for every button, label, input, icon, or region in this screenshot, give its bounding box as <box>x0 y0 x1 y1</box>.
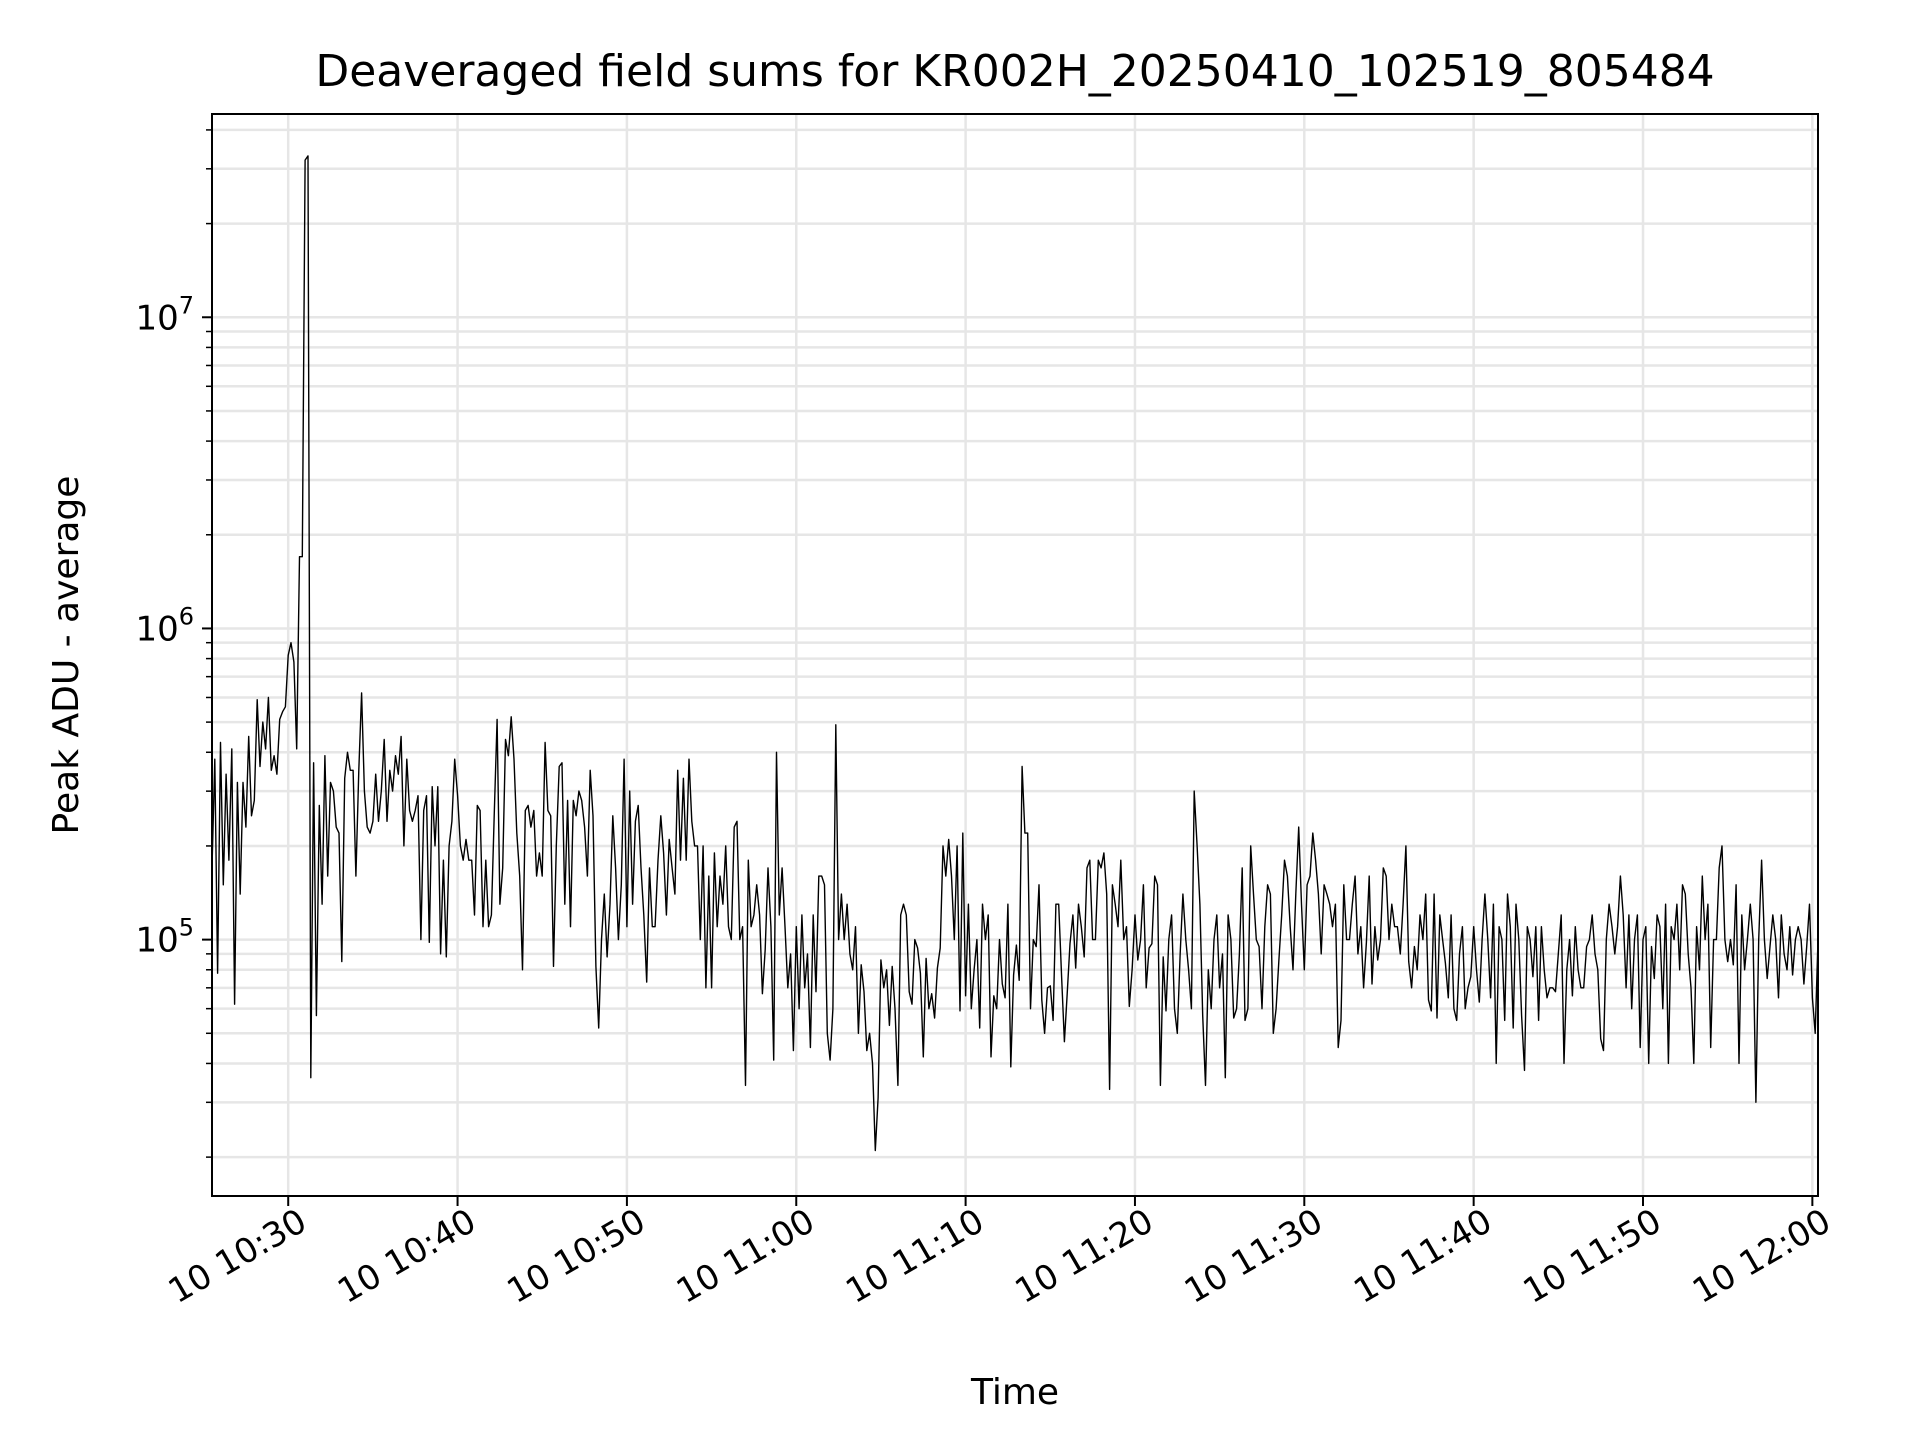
y-axis-label: Peak ADU - average <box>46 476 87 835</box>
y-tick-label: 106 <box>135 602 194 649</box>
y-tick-label: 105 <box>135 914 194 961</box>
y-tick-label: 107 <box>135 291 194 338</box>
plot-frame <box>211 113 1819 1197</box>
chart-title: Deaveraged field sums for KR002H_2025041… <box>315 46 1714 97</box>
x-axis-label: Time <box>970 1372 1059 1413</box>
grid <box>212 114 1818 1196</box>
